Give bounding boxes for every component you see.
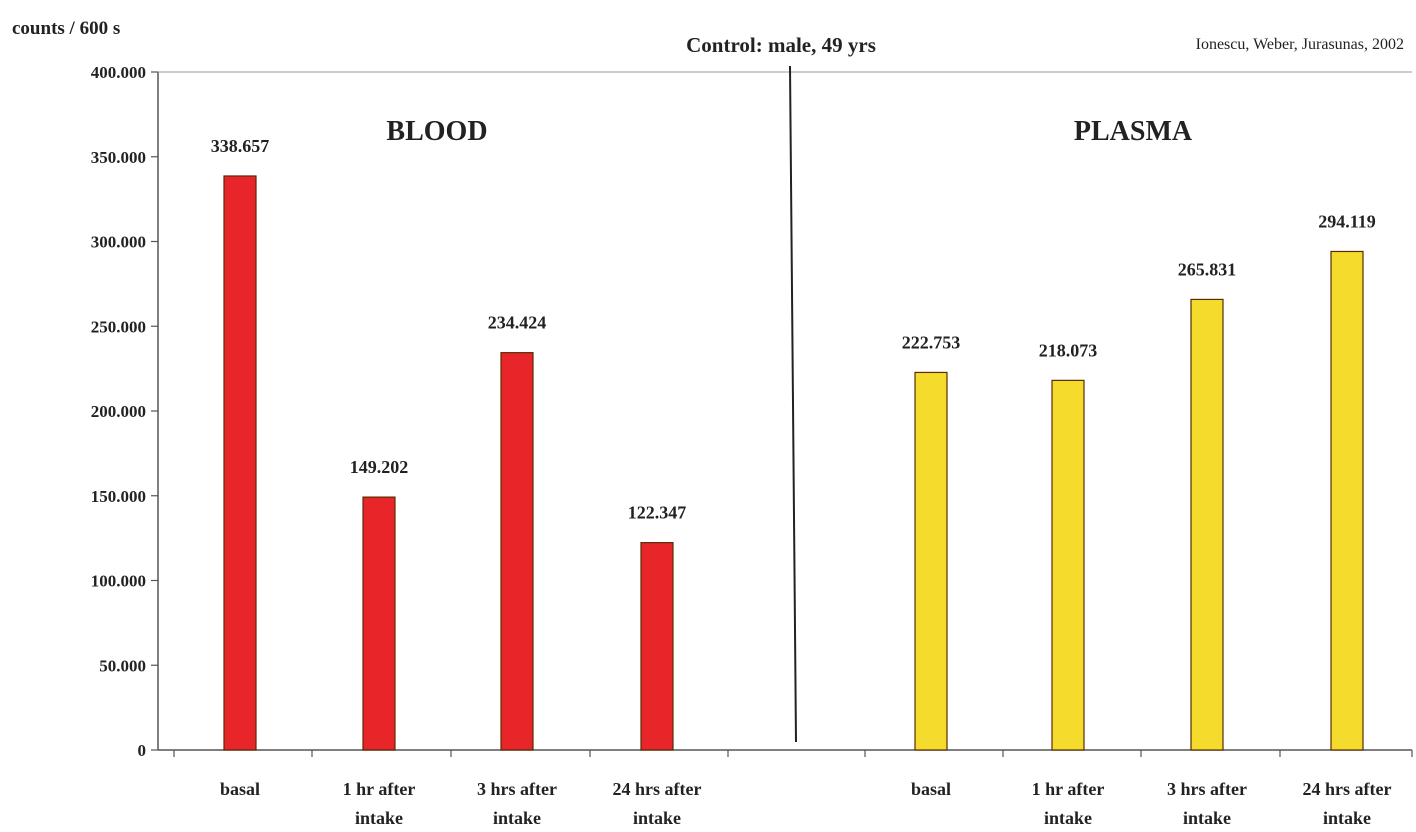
- x-tick-label: 24 hrs after: [1303, 779, 1392, 799]
- x-tick-label: intake: [1183, 808, 1231, 828]
- data-label: 234.424: [488, 313, 547, 333]
- chart-title: Control: male, 49 yrs: [686, 33, 876, 57]
- x-tick-label: basal: [220, 779, 260, 799]
- y-axis-label: counts / 600 s: [12, 18, 120, 39]
- x-tick-label: 1 hr after: [343, 779, 416, 799]
- y-tick-label: 50.000: [99, 656, 146, 675]
- data-label: 338.657: [211, 136, 270, 156]
- data-label: 294.119: [1318, 211, 1376, 231]
- x-tick-label: intake: [493, 808, 541, 828]
- panel-title: BLOOD: [386, 116, 487, 147]
- bar: [1190, 298, 1224, 751]
- y-tick-label: 200.000: [91, 402, 146, 421]
- y-tick-label: 300.000: [91, 233, 146, 252]
- bar: [1330, 250, 1364, 751]
- y-tick-label: 100.000: [91, 572, 146, 591]
- bar: [223, 175, 257, 751]
- y-tick-label: 150.000: [91, 487, 146, 506]
- data-label: 222.753: [902, 332, 961, 352]
- x-tick-label: intake: [1044, 808, 1092, 828]
- bar: [362, 496, 396, 751]
- x-tick-label: 3 hrs after: [477, 779, 557, 799]
- credit-text: Ionescu, Weber, Jurasunas, 2002: [1196, 36, 1404, 53]
- data-label: 265.831: [1178, 259, 1237, 279]
- x-tick-label: 24 hrs after: [613, 779, 702, 799]
- x-tick-label: intake: [633, 808, 681, 828]
- bar: [914, 371, 948, 751]
- y-tick-label: 350.000: [91, 148, 146, 167]
- y-tick-label: 250.000: [91, 317, 146, 336]
- x-tick-label: intake: [1323, 808, 1371, 828]
- data-label: 149.202: [350, 457, 409, 477]
- y-tick-label: 0: [138, 741, 147, 760]
- panel-divider: [789, 65, 797, 743]
- panel-title: PLASMA: [1074, 116, 1193, 147]
- bar: [1051, 379, 1085, 751]
- bar: [640, 542, 674, 751]
- data-label: 122.347: [628, 503, 687, 523]
- data-label: 218.073: [1039, 340, 1098, 360]
- x-tick-label: 1 hr after: [1032, 779, 1105, 799]
- x-tick-label: 3 hrs after: [1167, 779, 1247, 799]
- x-tick-label: basal: [911, 779, 951, 799]
- x-tick-label: intake: [355, 808, 403, 828]
- bar: [500, 352, 534, 751]
- y-tick-label: 400.000: [91, 63, 146, 82]
